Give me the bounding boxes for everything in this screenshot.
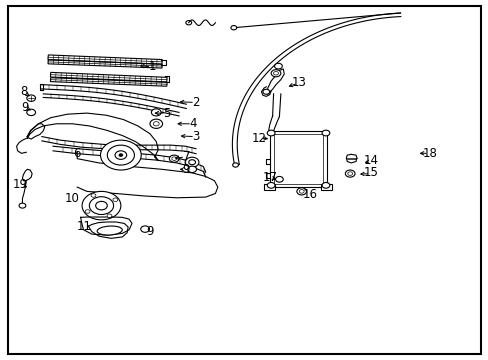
Circle shape xyxy=(115,151,126,159)
Circle shape xyxy=(101,140,141,170)
Circle shape xyxy=(232,163,238,167)
Circle shape xyxy=(119,154,122,157)
Text: 13: 13 xyxy=(291,76,305,89)
Text: 6: 6 xyxy=(73,147,81,160)
Circle shape xyxy=(169,155,179,162)
Circle shape xyxy=(322,130,329,136)
Text: 4: 4 xyxy=(189,117,197,130)
Circle shape xyxy=(230,26,236,30)
Text: 9: 9 xyxy=(146,225,153,238)
Circle shape xyxy=(187,166,196,172)
Circle shape xyxy=(267,183,274,188)
Circle shape xyxy=(185,157,199,167)
Circle shape xyxy=(188,160,195,165)
Text: 2: 2 xyxy=(192,96,200,109)
Text: 18: 18 xyxy=(422,147,436,160)
Circle shape xyxy=(113,198,118,202)
Circle shape xyxy=(141,226,149,232)
Text: 3: 3 xyxy=(192,130,199,143)
Text: 19: 19 xyxy=(13,178,28,191)
Text: 8: 8 xyxy=(20,85,27,98)
Text: 5: 5 xyxy=(163,107,170,120)
Text: 9: 9 xyxy=(21,100,29,113)
Circle shape xyxy=(85,210,90,213)
FancyBboxPatch shape xyxy=(321,184,331,190)
Circle shape xyxy=(107,145,134,165)
Circle shape xyxy=(107,214,112,217)
Circle shape xyxy=(82,192,121,220)
Text: 17: 17 xyxy=(262,171,277,184)
Circle shape xyxy=(345,170,354,177)
Ellipse shape xyxy=(97,226,122,235)
Circle shape xyxy=(27,109,36,116)
Circle shape xyxy=(347,172,352,175)
Circle shape xyxy=(263,89,269,94)
Circle shape xyxy=(171,157,176,161)
Circle shape xyxy=(274,63,282,69)
Text: 1: 1 xyxy=(148,60,156,73)
Circle shape xyxy=(91,194,96,197)
Circle shape xyxy=(296,188,306,195)
Circle shape xyxy=(299,190,304,193)
Circle shape xyxy=(150,119,162,129)
Circle shape xyxy=(153,122,159,126)
FancyBboxPatch shape xyxy=(269,131,326,187)
Text: 11: 11 xyxy=(77,220,92,234)
Circle shape xyxy=(19,203,26,208)
Circle shape xyxy=(185,21,191,25)
Circle shape xyxy=(89,197,113,215)
Circle shape xyxy=(271,70,280,77)
Circle shape xyxy=(96,201,107,210)
Circle shape xyxy=(275,176,283,182)
Text: 16: 16 xyxy=(302,188,317,201)
Text: 15: 15 xyxy=(364,166,378,179)
Circle shape xyxy=(27,95,36,102)
Circle shape xyxy=(273,72,278,75)
Text: 7: 7 xyxy=(182,150,190,163)
Circle shape xyxy=(151,109,161,116)
Text: 10: 10 xyxy=(65,192,80,205)
FancyBboxPatch shape xyxy=(273,134,323,184)
Circle shape xyxy=(267,130,274,136)
Circle shape xyxy=(322,183,329,188)
Text: 14: 14 xyxy=(363,154,378,167)
FancyBboxPatch shape xyxy=(264,184,274,190)
Text: 12: 12 xyxy=(251,131,266,144)
Text: 9: 9 xyxy=(182,163,190,176)
